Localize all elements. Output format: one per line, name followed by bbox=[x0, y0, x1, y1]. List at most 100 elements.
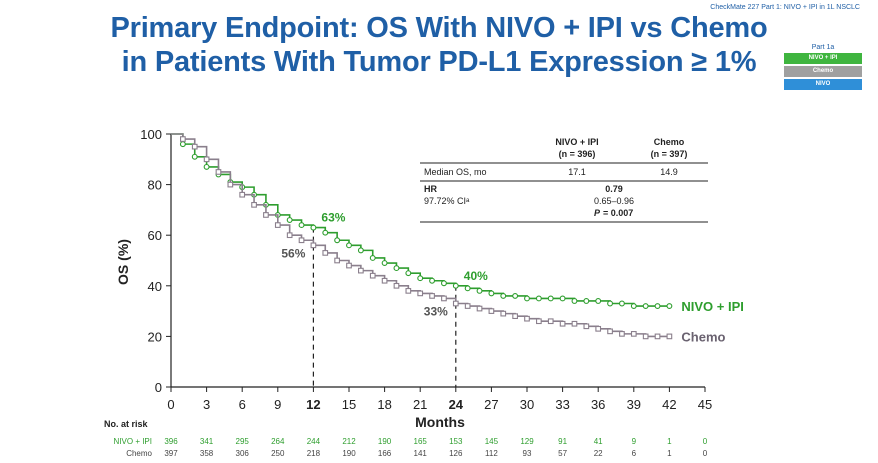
y-tick-label: 0 bbox=[155, 380, 162, 395]
curve-chemo bbox=[171, 133, 670, 338]
part-legend-nivo-ipi: NIVO + IPI bbox=[784, 53, 862, 64]
x-tick-label: 27 bbox=[484, 397, 498, 412]
x-tick-label: 30 bbox=[520, 397, 534, 412]
y-tick-label: 40 bbox=[148, 279, 162, 294]
censor-mark-chemo bbox=[666, 333, 673, 340]
y-tick-label: 80 bbox=[148, 178, 162, 193]
censor-mark-nivo-ipi bbox=[559, 295, 566, 302]
censor-mark-chemo bbox=[298, 237, 305, 244]
table-col2-header-a: Chemo bbox=[654, 137, 685, 147]
censor-mark-nivo-ipi bbox=[524, 295, 530, 302]
censor-mark-nivo-ipi bbox=[405, 270, 412, 277]
censor-mark-nivo-ipi bbox=[666, 303, 673, 309]
censor-mark-chemo bbox=[239, 191, 246, 198]
censor-mark-chemo bbox=[203, 156, 210, 163]
series-label-chemo: Chemo bbox=[681, 329, 725, 344]
censor-mark-chemo bbox=[274, 222, 281, 228]
censor-mark-nivo-ipi bbox=[654, 303, 661, 309]
survival-curves bbox=[171, 133, 673, 340]
table-hr-label: HR bbox=[424, 184, 437, 194]
part-legend-nivo: NIVO bbox=[784, 79, 862, 90]
at-risk-value-nivo-ipi: 264 bbox=[271, 437, 285, 446]
y-ticks: 0 20 40 60 80 100 bbox=[140, 127, 171, 395]
at-risk-value-chemo: 1 bbox=[667, 449, 672, 458]
at-risk-value-nivo-ipi: 145 bbox=[485, 437, 499, 446]
table-col1-header-a: NIVO + IPI bbox=[555, 137, 598, 147]
censor-mark-chemo bbox=[227, 181, 234, 188]
censor-mark-chemo bbox=[429, 293, 435, 299]
x-tick-label: 42 bbox=[662, 397, 676, 412]
censor-mark-chemo bbox=[417, 290, 424, 297]
at-risk-value-nivo-ipi: 41 bbox=[594, 437, 603, 446]
censor-mark-nivo-ipi bbox=[310, 224, 317, 231]
censor-mark-chemo bbox=[547, 318, 554, 325]
censor-mark-nivo-ipi bbox=[357, 247, 364, 254]
censor-mark-nivo-ipi bbox=[583, 298, 590, 304]
censor-mark-chemo bbox=[286, 232, 293, 239]
x-tick-label: 3 bbox=[203, 397, 210, 412]
censor-mark-chemo bbox=[571, 320, 578, 327]
censor-mark-nivo-ipi bbox=[547, 295, 554, 302]
at-risk-label-nivo-ipi: NIVO + IPI bbox=[114, 437, 152, 446]
censor-mark-chemo bbox=[381, 277, 388, 284]
censor-mark-nivo-ipi bbox=[440, 280, 447, 287]
page-title-line-1: Primary Endpoint: OS With NIVO + IPI vs … bbox=[110, 12, 768, 44]
at-risk-value-chemo: 0 bbox=[703, 449, 708, 458]
at-risk-value-chemo: 57 bbox=[558, 449, 567, 458]
table-ci-label: 97.72% CIᵃ bbox=[424, 196, 470, 206]
censor-mark-nivo-ipi bbox=[334, 237, 341, 244]
censor-mark-chemo bbox=[607, 328, 613, 335]
y-tick-label: 100 bbox=[140, 127, 162, 142]
censor-mark-nivo-ipi bbox=[393, 265, 400, 272]
censor-mark-chemo bbox=[488, 308, 495, 314]
at-risk-value-nivo-ipi: 244 bbox=[307, 437, 321, 446]
censor-mark-chemo bbox=[619, 331, 625, 337]
censor-mark-nivo-ipi bbox=[346, 242, 352, 249]
at-risk-value-nivo-ipi: 295 bbox=[236, 437, 250, 446]
at-risk-value-chemo: 358 bbox=[200, 449, 214, 458]
censor-mark-chemo bbox=[393, 282, 400, 289]
censor-mark-chemo bbox=[536, 318, 542, 325]
censor-mark-chemo bbox=[583, 323, 590, 330]
at-risk-value-chemo: 250 bbox=[271, 449, 285, 458]
at-risk-value-chemo: 93 bbox=[523, 449, 532, 458]
censor-mark-chemo bbox=[476, 305, 483, 312]
x-tick-label: 15 bbox=[342, 397, 356, 412]
censor-mark-nivo-ipi bbox=[476, 287, 483, 294]
y-axis-label: OS (%) bbox=[115, 239, 131, 285]
reference-lines bbox=[312, 227, 457, 387]
stats-table: NIVO + IPI (n = 396) Chemo (n = 397) Med… bbox=[420, 137, 708, 223]
y-tick-label: 60 bbox=[148, 228, 162, 243]
table-p-value: = 0.007 bbox=[603, 208, 633, 218]
at-risk-value-chemo: 141 bbox=[414, 449, 428, 458]
x-tick-label: 33 bbox=[555, 397, 569, 412]
x-tick-label: 21 bbox=[413, 397, 427, 412]
censor-mark-chemo bbox=[263, 212, 269, 218]
censor-mark-chemo bbox=[524, 315, 530, 322]
censor-mark-chemo bbox=[642, 333, 649, 340]
censor-mark-nivo-ipi bbox=[298, 222, 305, 229]
censor-mark-nivo-ipi bbox=[630, 303, 637, 309]
table-median-nivo: 17.1 bbox=[568, 167, 586, 177]
censor-mark-nivo-ipi bbox=[464, 285, 471, 292]
censor-mark-nivo-ipi bbox=[203, 163, 210, 170]
at-risk-header: No. at risk bbox=[104, 419, 149, 429]
censor-mark-nivo-ipi bbox=[595, 298, 602, 304]
annotation-33pct: 33% bbox=[424, 305, 448, 319]
x-tick-label: 6 bbox=[239, 397, 246, 412]
series-label-nivo-ipi: NIVO + IPI bbox=[681, 299, 744, 314]
censor-mark-nivo-ipi bbox=[452, 282, 459, 289]
x-tick-label: 36 bbox=[591, 397, 605, 412]
censor-mark-chemo bbox=[441, 295, 447, 302]
censor-mark-nivo-ipi bbox=[512, 292, 519, 299]
censor-mark-chemo bbox=[358, 267, 364, 274]
annotations: 63% 56% 40% 33% NIVO + IPI Chemo bbox=[281, 211, 744, 345]
censor-mark-nivo-ipi bbox=[642, 303, 649, 309]
censor-mark-nivo-ipi bbox=[179, 141, 186, 148]
censor-mark-nivo-ipi bbox=[429, 277, 436, 284]
censor-mark-chemo bbox=[310, 242, 317, 249]
at-risk-label-chemo: Chemo bbox=[126, 449, 152, 458]
censor-mark-chemo bbox=[559, 320, 566, 327]
table-hr-value: 0.79 bbox=[605, 184, 623, 194]
